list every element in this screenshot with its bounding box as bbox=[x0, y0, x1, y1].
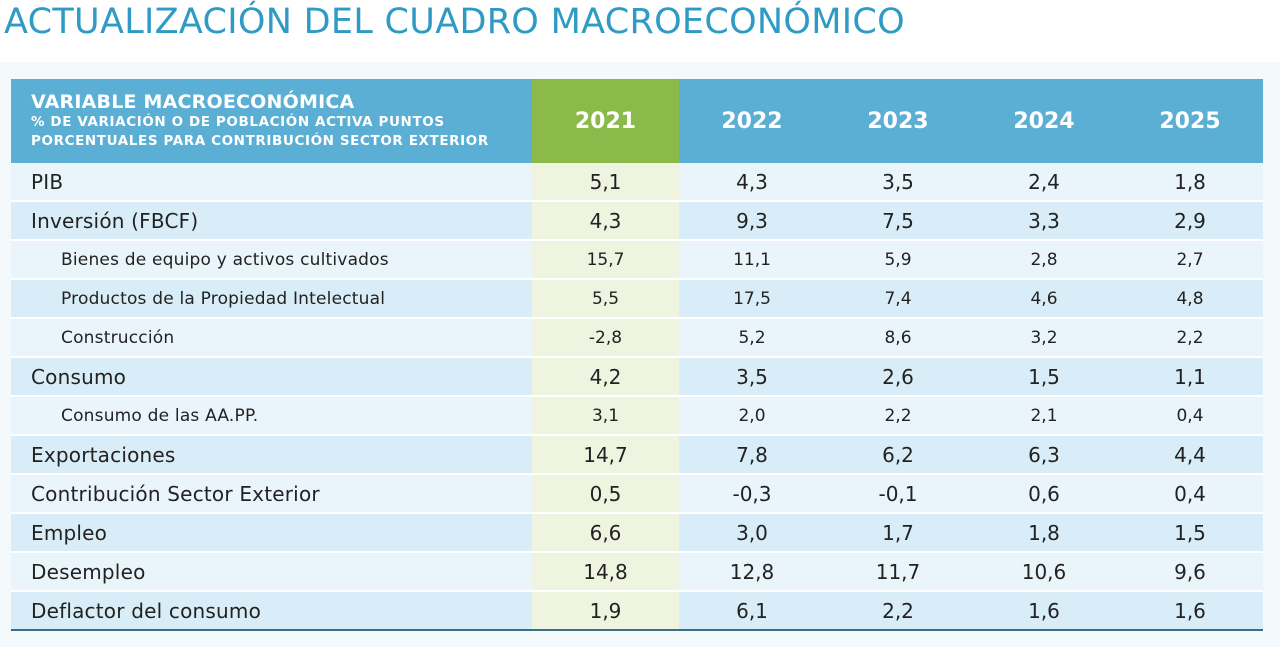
row-label: Construcción bbox=[11, 318, 532, 358]
row-label: Consumo bbox=[11, 357, 532, 397]
header-variable-subtitle-1: % DE VARIACIÓN O DE POBLACIÓN ACTIVA PUN… bbox=[31, 114, 445, 130]
row-label: Consumo de las AA.PP. bbox=[11, 396, 532, 436]
table-header-row: VARIABLE MACROECONÓMICA % DE VARIACIÓN O… bbox=[11, 79, 1263, 163]
cell-2024: 3,3 bbox=[971, 201, 1117, 241]
cell-2022: 3,5 bbox=[679, 357, 825, 397]
cell-2021: -2,8 bbox=[532, 318, 679, 358]
row-label: Empleo bbox=[11, 513, 532, 553]
table-row: PIB 5,1 4,3 3,5 2,4 1,8 bbox=[11, 163, 1263, 202]
cell-2025: 9,6 bbox=[1117, 552, 1263, 592]
cell-2022: 2,0 bbox=[679, 396, 825, 436]
header-year-2024: 2024 bbox=[971, 79, 1117, 163]
cell-2024: 2,1 bbox=[971, 396, 1117, 436]
cell-2024: 4,6 bbox=[971, 279, 1117, 319]
table-row: Consumo de las AA.PP. 3,1 2,0 2,2 2,1 0,4 bbox=[11, 396, 1263, 436]
row-label: Productos de la Propiedad Intelectual bbox=[11, 279, 532, 319]
cell-2022: 12,8 bbox=[679, 552, 825, 592]
row-label: Exportaciones bbox=[11, 435, 532, 475]
header-variable: VARIABLE MACROECONÓMICA % DE VARIACIÓN O… bbox=[11, 79, 532, 163]
cell-2023: 3,5 bbox=[825, 163, 971, 202]
cell-2022: 11,1 bbox=[679, 240, 825, 280]
cell-2024: 1,5 bbox=[971, 357, 1117, 397]
header-year-2025: 2025 bbox=[1117, 79, 1263, 163]
cell-2023: 11,7 bbox=[825, 552, 971, 592]
cell-2024: 3,2 bbox=[971, 318, 1117, 358]
table-row: Contribución Sector Exterior 0,5 -0,3 -0,1 0… bbox=[11, 474, 1263, 514]
cell-2022: 9,3 bbox=[679, 201, 825, 241]
cell-2024: 6,3 bbox=[971, 435, 1117, 475]
cell-2021: 4,2 bbox=[532, 357, 679, 397]
cell-2025: 0,4 bbox=[1117, 474, 1263, 514]
cell-2021: 0,5 bbox=[532, 474, 679, 514]
cell-2022: 4,3 bbox=[679, 163, 825, 202]
row-label: Inversión (FBCF) bbox=[11, 201, 532, 241]
cell-2024: 2,4 bbox=[971, 163, 1117, 202]
cell-2023: -0,1 bbox=[825, 474, 971, 514]
cell-2021: 5,5 bbox=[532, 279, 679, 319]
cell-2021: 1,9 bbox=[532, 591, 679, 631]
cell-2022: 17,5 bbox=[679, 279, 825, 319]
cell-2025: 4,8 bbox=[1117, 279, 1263, 319]
cell-2025: 2,9 bbox=[1117, 201, 1263, 241]
header-year-2021: 2021 bbox=[532, 79, 679, 163]
cell-2021: 14,7 bbox=[532, 435, 679, 475]
row-label: Bienes de equipo y activos cultivados bbox=[11, 240, 532, 280]
cell-2023: 2,6 bbox=[825, 357, 971, 397]
table-row: Productos de la Propiedad Intelectual 5,5… bbox=[11, 279, 1263, 319]
cell-2025: 1,6 bbox=[1117, 591, 1263, 631]
macro-table: VARIABLE MACROECONÓMICA % DE VARIACIÓN O… bbox=[11, 79, 1263, 631]
cell-2024: 0,6 bbox=[971, 474, 1117, 514]
row-label: Desempleo bbox=[11, 552, 532, 592]
cell-2023: 6,2 bbox=[825, 435, 971, 475]
cell-2024: 2,8 bbox=[971, 240, 1117, 280]
cell-2025: 1,8 bbox=[1117, 163, 1263, 202]
cell-2023: 2,2 bbox=[825, 591, 971, 631]
table-row: Consumo 4,2 3,5 2,6 1,5 1,1 bbox=[11, 357, 1263, 397]
header-year-2022: 2022 bbox=[679, 79, 825, 163]
cell-2025: 1,1 bbox=[1117, 357, 1263, 397]
cell-2025: 2,7 bbox=[1117, 240, 1263, 280]
cell-2021: 3,1 bbox=[532, 396, 679, 436]
table-row: Empleo 6,6 3,0 1,7 1,8 1,5 bbox=[11, 513, 1263, 553]
cell-2022: -0,3 bbox=[679, 474, 825, 514]
cell-2022: 7,8 bbox=[679, 435, 825, 475]
table-row: Inversión (FBCF) 4,3 9,3 7,5 3,3 2,9 bbox=[11, 201, 1263, 241]
row-label: Deflactor del consumo bbox=[11, 591, 532, 631]
cell-2023: 1,7 bbox=[825, 513, 971, 553]
cell-2023: 7,5 bbox=[825, 201, 971, 241]
cell-2024: 1,8 bbox=[971, 513, 1117, 553]
page-title: ACTUALIZACIÓN DEL CUADRO MACROECONÓMICO bbox=[4, 2, 905, 42]
table-row: Deflactor del consumo 1,9 6,1 2,2 1,6 1,6 bbox=[11, 591, 1263, 631]
cell-2024: 10,6 bbox=[971, 552, 1117, 592]
cell-2023: 5,9 bbox=[825, 240, 971, 280]
cell-2023: 7,4 bbox=[825, 279, 971, 319]
cell-2022: 6,1 bbox=[679, 591, 825, 631]
cell-2021: 5,1 bbox=[532, 163, 679, 202]
cell-2025: 0,4 bbox=[1117, 396, 1263, 436]
cell-2025: 4,4 bbox=[1117, 435, 1263, 475]
header-year-2023: 2023 bbox=[825, 79, 971, 163]
cell-2021: 4,3 bbox=[532, 201, 679, 241]
cell-2023: 2,2 bbox=[825, 396, 971, 436]
table-row: Bienes de equipo y activos cultivados 15,… bbox=[11, 240, 1263, 280]
header-variable-title: VARIABLE MACROECONÓMICA bbox=[31, 91, 355, 113]
cell-2025: 1,5 bbox=[1117, 513, 1263, 553]
cell-2022: 3,0 bbox=[679, 513, 825, 553]
cell-2023: 8,6 bbox=[825, 318, 971, 358]
cell-2025: 2,2 bbox=[1117, 318, 1263, 358]
row-label: PIB bbox=[11, 163, 532, 202]
cell-2021: 15,7 bbox=[532, 240, 679, 280]
table-row: Exportaciones 14,7 7,8 6,2 6,3 4,4 bbox=[11, 435, 1263, 475]
cell-2024: 1,6 bbox=[971, 591, 1117, 631]
table-body: PIB 5,1 4,3 3,5 2,4 1,8 Inversión (FBCF) 4,3 9,3… bbox=[11, 163, 1263, 631]
cell-2021: 14,8 bbox=[532, 552, 679, 592]
table-row: Construcción -2,8 5,2 8,6 3,2 2,2 bbox=[11, 318, 1263, 358]
table-row: Desempleo 14,8 12,8 11,7 10,6 9,6 bbox=[11, 552, 1263, 592]
cell-2022: 5,2 bbox=[679, 318, 825, 358]
cell-2021: 6,6 bbox=[532, 513, 679, 553]
row-label: Contribución Sector Exterior bbox=[11, 474, 532, 514]
header-variable-subtitle-2: PORCENTUALES PARA CONTRIBUCIÓN SECTOR EX… bbox=[31, 133, 489, 149]
